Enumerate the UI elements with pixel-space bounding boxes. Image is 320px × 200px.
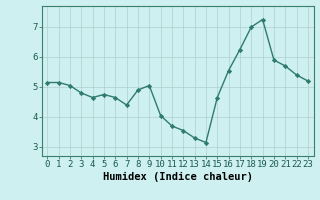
X-axis label: Humidex (Indice chaleur): Humidex (Indice chaleur) <box>103 172 252 182</box>
